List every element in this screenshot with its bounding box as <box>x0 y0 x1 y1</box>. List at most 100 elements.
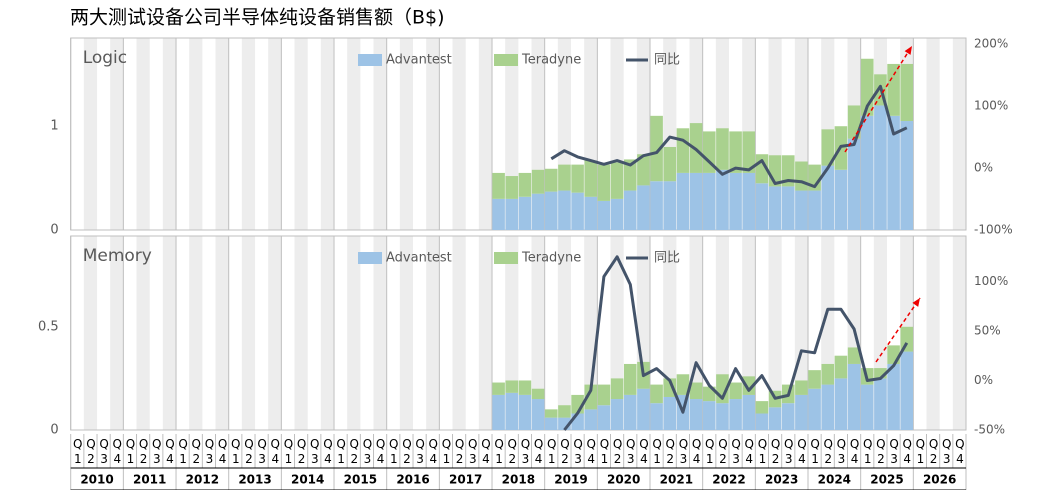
year-label: 2019 <box>554 473 587 487</box>
year-label: 2015 <box>344 473 377 487</box>
quarter-label: Q4 <box>374 437 388 467</box>
bar <box>808 370 821 389</box>
bar <box>650 384 663 404</box>
column-shade <box>347 236 361 430</box>
bar <box>821 165 835 230</box>
year-label: 2018 <box>502 473 535 487</box>
year-label: 2013 <box>238 473 271 487</box>
bar <box>742 172 756 230</box>
quarter-label: Q1 <box>545 437 559 467</box>
column-shade <box>189 38 203 230</box>
bar <box>795 380 808 395</box>
bar <box>637 388 650 430</box>
bar <box>584 384 598 410</box>
bar <box>505 198 519 230</box>
year-label: 2017 <box>449 473 482 487</box>
quarter-label: Q3 <box>887 437 901 467</box>
quarter-label: Q3 <box>308 437 322 467</box>
panel-label: Logic <box>83 48 127 68</box>
bar <box>847 347 861 364</box>
bar <box>584 160 598 197</box>
quarter-label: Q2 <box>453 437 467 467</box>
y2-tick-label: -100% <box>974 223 1013 237</box>
quarter-label: Q1 <box>71 437 85 467</box>
quarter-label: Q4 <box>268 437 282 467</box>
quarter-label: Q4 <box>163 437 177 467</box>
bar <box>821 363 835 385</box>
quarter-label: Q1 <box>334 437 348 467</box>
quarter-label: Q2 <box>242 437 256 467</box>
column-shade <box>83 236 98 430</box>
y2-tick-label: 200% <box>974 37 1008 51</box>
quarter-label: Q3 <box>202 437 216 467</box>
bar <box>742 376 756 395</box>
column-shade <box>531 236 545 430</box>
bar <box>597 200 611 230</box>
bar <box>729 131 742 173</box>
quarter-label: Q3 <box>255 437 269 467</box>
panel-frame <box>70 37 967 231</box>
bar <box>716 128 729 170</box>
column-shade <box>294 236 308 430</box>
bar <box>689 399 703 430</box>
bar <box>597 405 611 430</box>
bar <box>860 384 874 430</box>
bar <box>887 345 900 364</box>
bar <box>729 399 742 430</box>
quarter-label: Q2 <box>611 437 625 467</box>
column-shade <box>241 236 256 430</box>
column-shade <box>926 38 940 230</box>
bar <box>676 374 690 395</box>
quarter-label: Q3 <box>97 437 111 467</box>
quarter-label: Q2 <box>84 437 98 467</box>
bar <box>900 121 914 230</box>
bar <box>900 63 914 122</box>
bar <box>623 159 637 191</box>
bar <box>781 186 795 230</box>
quarter-label: Q4 <box>479 437 493 467</box>
quarter-label: Q3 <box>624 437 638 467</box>
column-shade <box>294 38 308 230</box>
column-shade <box>768 236 782 430</box>
legend-swatch <box>494 54 518 66</box>
bar <box>505 380 519 393</box>
quarter-label: Q1 <box>176 437 190 467</box>
quarter-label: Q1 <box>808 437 822 467</box>
quarter-label: Q4 <box>690 437 704 467</box>
legend-label: 同比 <box>654 53 680 68</box>
y2-tick-label: 50% <box>974 324 1001 338</box>
bar <box>795 161 808 191</box>
year-label: 2011 <box>133 473 166 487</box>
quarter-label: Q1 <box>755 437 769 467</box>
bar <box>834 355 848 379</box>
bar <box>518 380 532 395</box>
bar <box>492 172 505 199</box>
quarter-label: Q2 <box>663 437 677 467</box>
column-shade <box>136 236 150 430</box>
bar <box>597 164 611 201</box>
legend-label: Advantest <box>386 251 452 266</box>
bar <box>558 164 571 191</box>
bar <box>623 190 637 230</box>
bar <box>544 168 558 192</box>
bar <box>887 115 900 230</box>
column-shade <box>320 236 335 430</box>
bar <box>650 115 663 182</box>
bar <box>531 388 545 400</box>
quarter-label: Q3 <box>676 437 690 467</box>
quarter-label: Q3 <box>360 437 374 467</box>
quarter-label: Q2 <box>189 437 203 467</box>
bar <box>676 172 690 230</box>
bar <box>610 162 624 199</box>
quarter-label: Q3 <box>940 437 954 467</box>
panel-frame <box>70 235 967 431</box>
column-shade <box>241 38 256 230</box>
bar <box>834 378 848 430</box>
column-shade <box>478 38 493 230</box>
column-shade <box>426 38 440 230</box>
column-shade <box>478 236 493 430</box>
bar <box>781 403 795 430</box>
bar <box>518 172 532 197</box>
quarter-label: Q4 <box>532 437 546 467</box>
